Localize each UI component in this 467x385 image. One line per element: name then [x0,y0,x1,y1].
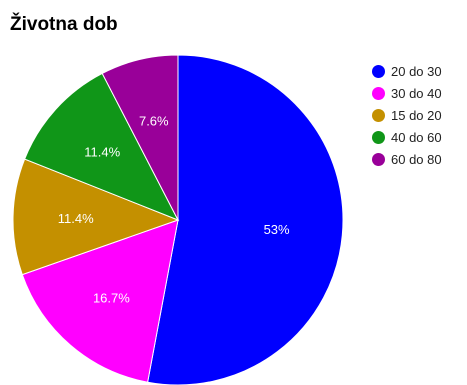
legend-label: 20 do 30 [391,63,442,79]
legend-item[interactable]: 40 do 60 [372,126,442,148]
pie-slice[interactable] [21,219,179,383]
legend: 20 do 30 30 do 40 15 do 20 40 do 60 60 d… [372,60,442,170]
slice-label: 11.4% [58,211,94,226]
pie-slice[interactable] [147,54,344,385]
legend-swatch [372,152,385,166]
slice-label: 7.6% [139,114,169,129]
legend-item[interactable]: 30 do 40 [372,82,442,104]
pie-slice[interactable] [101,54,179,221]
chart-title: Životna dob [10,14,118,35]
legend-item[interactable]: 15 do 20 [372,104,442,126]
legend-label: 60 do 80 [391,151,442,167]
legend-label: 40 do 60 [391,129,442,145]
legend-swatch [372,108,385,122]
pie-slice[interactable] [12,158,180,276]
legend-label: 30 do 40 [391,85,442,101]
legend-item[interactable]: 20 do 30 [372,60,442,82]
legend-swatch [372,86,385,100]
legend-swatch [372,64,385,78]
legend-label: 15 do 20 [391,107,442,123]
slice-label: 11.4% [84,144,120,159]
slice-label: 53% [264,222,290,237]
legend-swatch [372,130,385,144]
pie-slice[interactable] [24,72,180,221]
legend-item[interactable]: 60 do 80 [372,148,442,170]
slice-label: 16.7% [93,291,130,306]
